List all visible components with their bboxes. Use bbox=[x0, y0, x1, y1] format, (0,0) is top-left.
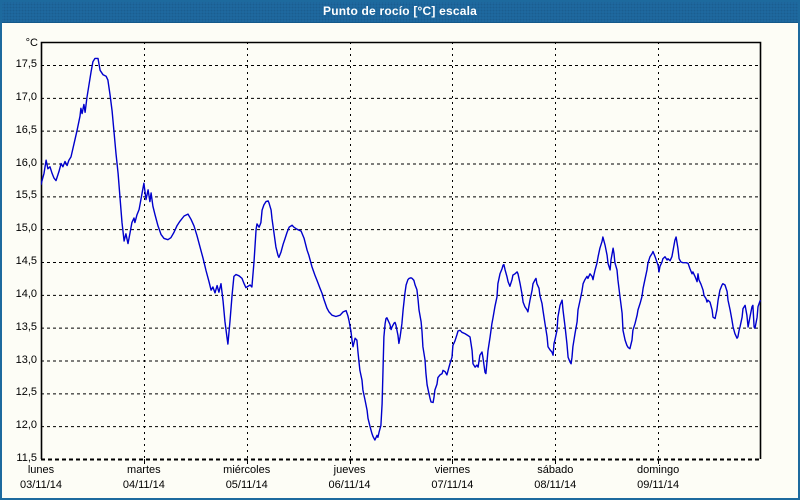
y-axis-tick-label: 13,0 bbox=[15, 353, 37, 366]
x-axis-day-label: viernes bbox=[434, 464, 471, 476]
dew-point-line bbox=[41, 57, 761, 441]
plot-border bbox=[40, 41, 762, 459]
y-axis-tick-label: 11,5 bbox=[16, 452, 37, 464]
y-axis-tick-label: 12,0 bbox=[15, 419, 37, 432]
x-axis-day-label: lunes bbox=[27, 464, 55, 476]
x-axis-day-label: domingo bbox=[637, 464, 680, 476]
x-axis-date-label: 03/11/14 bbox=[19, 479, 62, 491]
y-axis-tick-label: 14,5 bbox=[15, 255, 37, 267]
x-axis-date-label: 09/11/14 bbox=[637, 479, 680, 491]
x-axis-date-label: 08/11/14 bbox=[534, 479, 577, 491]
vertical-gridlines bbox=[144, 42, 659, 464]
y-axis-tick-label: 15,5 bbox=[15, 189, 37, 202]
window-title: Punto de rocío [°C] escala bbox=[322, 4, 478, 18]
x-axis-day-label: miércoles bbox=[223, 464, 271, 476]
x-axis-day-label: sábado bbox=[537, 464, 574, 476]
y-axis-tick-label: 16,0 bbox=[15, 156, 37, 169]
x-axis-date-label: 07/11/14 bbox=[431, 479, 474, 491]
title-bar: Punto de rocío [°C] escala bbox=[0, 0, 800, 23]
y-axis-tick-label: 14,0 bbox=[15, 287, 37, 300]
x-axis-day-label: jueves bbox=[333, 464, 366, 476]
x-axis-date-label: 05/11/14 bbox=[225, 479, 268, 491]
y-axis-tick-label: 13,5 bbox=[15, 320, 37, 333]
x-axis-date-label: 06/11/14 bbox=[328, 479, 371, 491]
y-axis-unit-label: °C bbox=[25, 37, 38, 49]
y-axis-tick-label: 16,5 bbox=[15, 123, 37, 136]
horizontal-gridlines bbox=[41, 65, 761, 461]
y-axis-tick-label: 12,5 bbox=[15, 386, 37, 399]
y-axis-tick-label: 15,0 bbox=[15, 222, 37, 235]
y-axis-tick-label: 17,0 bbox=[15, 90, 37, 103]
y-axis-tick-label: 17,5 bbox=[15, 58, 37, 70]
x-axis-day-label: martes bbox=[127, 464, 161, 476]
x-axis-date-label: 04/11/14 bbox=[122, 479, 165, 491]
